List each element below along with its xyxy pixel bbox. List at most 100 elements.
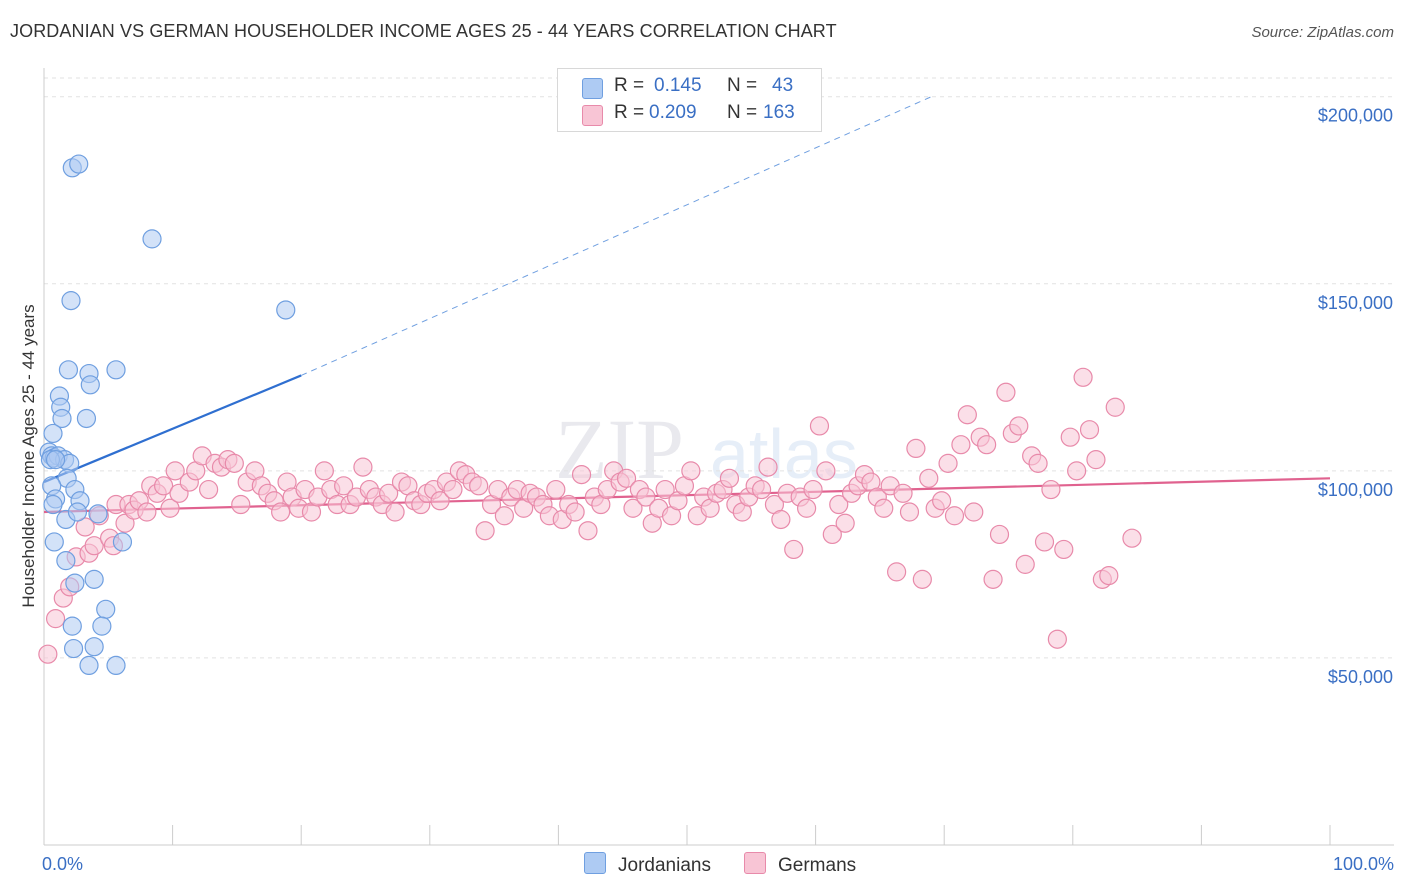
germans-point: [1009, 416, 1029, 436]
germans-point: [1067, 461, 1087, 481]
germans-point: [957, 405, 977, 425]
legend-n-label: N =: [727, 75, 758, 96]
jordanians-point: [61, 291, 81, 311]
jordanians-point: [43, 494, 63, 515]
legend-n-value: 163: [763, 102, 795, 123]
x-tick-label-end: 100.0%: [1333, 854, 1394, 874]
source-label: Source: ZipAtlas.com: [1251, 24, 1394, 41]
germans-point: [906, 438, 926, 459]
germans-point: [334, 476, 354, 496]
germans-point: [932, 491, 952, 511]
jordanians-point: [52, 408, 72, 429]
germans-point: [803, 479, 823, 500]
jordanians-point: [84, 569, 104, 589]
germans-point: [160, 498, 180, 518]
germans-point: [224, 453, 244, 473]
legend-r-label: R =: [614, 75, 645, 96]
germans-point: [153, 476, 174, 496]
germans-point: [469, 476, 489, 496]
legend-swatch-germans: [582, 105, 603, 126]
germans-point: [623, 498, 643, 518]
germans-trend-line: [43, 477, 1331, 514]
legend-r-value: 0.209: [649, 102, 697, 123]
tick-labels: $50,000 $100,000 $150,000 $200,000 0.0% 100.0…: [42, 106, 1394, 874]
germans-point: [829, 494, 849, 515]
germans-point: [271, 502, 291, 522]
germans-point: [893, 483, 913, 503]
data-points: [38, 154, 1142, 676]
germans-point: [655, 479, 675, 500]
germans-point: [75, 517, 95, 537]
germans-point: [919, 468, 939, 488]
jordanians-point: [44, 532, 64, 552]
germans-point: [816, 461, 836, 481]
gridlines: [44, 77, 1394, 659]
jordanians-point: [43, 423, 63, 444]
germans-point: [1060, 427, 1080, 447]
germans-point: [771, 509, 791, 530]
jordanians-point: [142, 229, 162, 249]
legend-swatch-jordanians: [584, 852, 606, 874]
germans-point: [1079, 420, 1100, 440]
germans-point: [38, 644, 58, 664]
chart-title: JORDANIAN VS GERMAN HOUSEHOLDER INCOME A…: [10, 21, 837, 41]
germans-point: [1099, 566, 1119, 586]
germans-point: [115, 513, 135, 533]
stats-legend: R = 0.145 N = 43 R = 0.209 N = 163: [557, 68, 822, 132]
jordanians-point: [80, 375, 100, 395]
jordanians-point: [62, 616, 82, 636]
jordanians-point: [84, 637, 104, 657]
germans-point: [835, 513, 855, 533]
jordanians-trend-line: [43, 374, 302, 484]
germans-point: [822, 524, 842, 545]
jordanians-point: [79, 655, 99, 676]
jordanians-point: [106, 360, 126, 380]
germans-point: [314, 461, 334, 481]
jordanians-point: [112, 532, 133, 552]
germans-point: [616, 468, 637, 488]
germans-point: [231, 494, 251, 515]
legend-label-germans: Germans: [778, 855, 857, 876]
germans-point: [475, 521, 495, 541]
germans-point: [430, 491, 450, 511]
germans-point: [1105, 397, 1125, 417]
germans-point: [809, 416, 830, 436]
germans-point: [443, 479, 463, 500]
legend-r-label: R =: [614, 102, 645, 123]
jordanians-trend-extension: [300, 96, 932, 376]
germans-point: [84, 536, 104, 556]
legend-n-value: 43: [772, 75, 794, 96]
germans-point: [944, 506, 965, 526]
germans-point: [784, 539, 804, 560]
jordanians-point: [67, 502, 88, 522]
germans-point: [565, 502, 585, 522]
germans-point: [199, 479, 219, 500]
jordanians-point: [106, 655, 126, 676]
germans-point: [1054, 539, 1074, 560]
germans-point: [983, 569, 1003, 589]
jordanians-point: [276, 300, 296, 320]
germans-point: [938, 453, 958, 473]
germans-point: [578, 521, 598, 541]
germans-point: [681, 461, 701, 481]
germans-point: [719, 468, 740, 488]
germans-point: [977, 435, 997, 455]
germans-point: [751, 479, 772, 500]
jordanians-point: [96, 599, 116, 619]
germans-point: [964, 502, 984, 522]
germans-point: [874, 498, 894, 518]
y-tick-label: $50,000: [1328, 667, 1393, 687]
germans-point: [996, 382, 1016, 402]
jordanians-point: [76, 408, 97, 429]
legend-r-value: 0.145: [654, 75, 702, 96]
germans-point: [899, 502, 920, 522]
jordanians-point: [56, 551, 76, 571]
germans-point: [1041, 479, 1061, 500]
germans-point: [571, 464, 592, 485]
jordanians-point: [65, 573, 85, 593]
jordanians-point: [69, 154, 89, 174]
legend-label-jordanians: Jordanians: [618, 855, 711, 876]
germans-point: [1015, 554, 1035, 574]
germans-point: [951, 435, 971, 455]
legend-item-germans: Germans: [744, 852, 856, 877]
